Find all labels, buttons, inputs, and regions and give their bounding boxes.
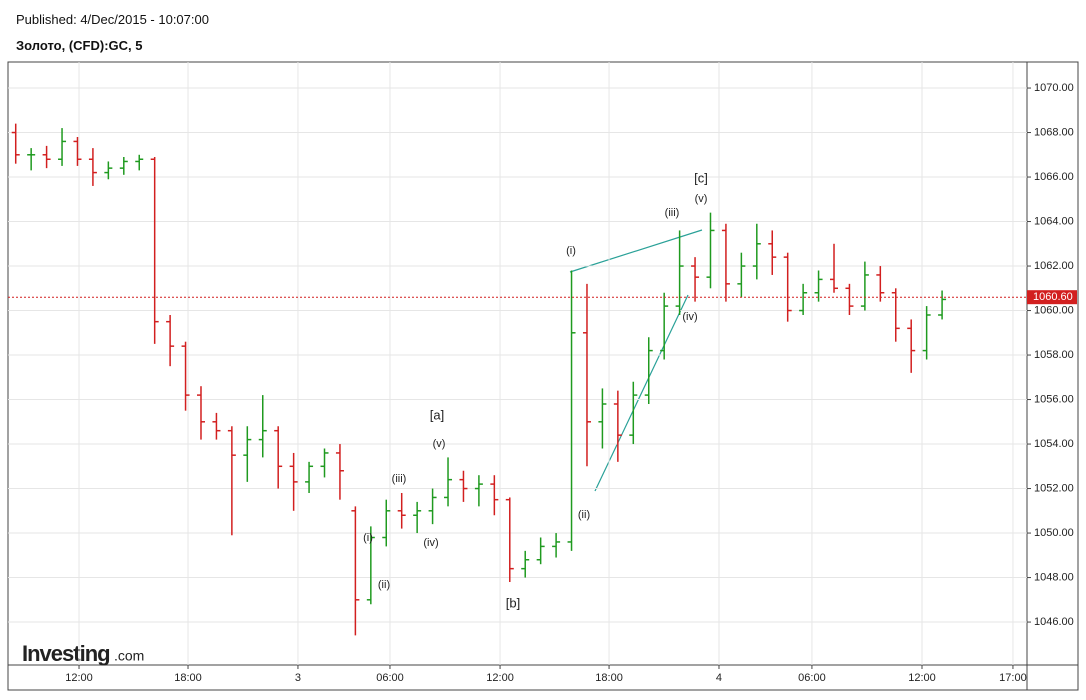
wave-label: [a]: [430, 407, 444, 422]
wave-label: (iv): [682, 311, 697, 323]
y-tick-label: 1064.00: [1034, 215, 1074, 227]
x-tick-label: 12:00: [908, 672, 936, 684]
y-tick-label: 1068.00: [1034, 126, 1074, 138]
last-price-label: 1060.60: [1033, 291, 1073, 303]
wave-label: [c]: [694, 170, 708, 185]
y-tick-label: 1050.00: [1034, 527, 1074, 539]
x-tick-label: 18:00: [595, 672, 623, 684]
y-tick-label: 1054.00: [1034, 438, 1074, 450]
published: Published: 4/Dec/2015 - 10:07:00: [16, 12, 209, 27]
wave-label: (ii): [578, 509, 590, 521]
x-tick-label: 06:00: [798, 672, 826, 684]
x-tick-label: 06:00: [376, 672, 404, 684]
wave-label: (iii): [665, 207, 680, 219]
trend-line: [594, 294, 689, 492]
y-tick-label: 1052.00: [1034, 482, 1074, 494]
x-tick-label: 18:00: [174, 672, 202, 684]
logo-domain: .com: [114, 648, 144, 664]
wave-label: (i): [363, 532, 373, 544]
y-tick-label: 1056.00: [1034, 393, 1074, 405]
x-tick-label: 12:00: [65, 672, 93, 684]
y-tick-label: 1066.00: [1034, 171, 1074, 183]
frame: [7, 61, 1079, 691]
wave-label: [b]: [506, 595, 520, 610]
x-tick-label: 3: [295, 672, 301, 684]
logo: Investing: [22, 641, 110, 666]
x-tick-label: 12:00: [486, 672, 514, 684]
y-tick-label: 1062.00: [1034, 260, 1074, 272]
last-price-box: [1027, 290, 1077, 305]
wave-label: (iii): [392, 473, 407, 485]
y-tick-label: 1046.00: [1034, 616, 1074, 628]
wave-label: (ii): [378, 579, 390, 591]
x-tick-label: 4: [716, 672, 722, 684]
symbol: Золото, (CFD):GC, 5: [16, 38, 143, 53]
y-tick-label: 1070.00: [1034, 82, 1074, 94]
x-tick-label: 17:00: [999, 672, 1027, 684]
y-tick-label: 1058.00: [1034, 349, 1074, 361]
wave-label: (i): [566, 245, 576, 257]
wave-label: (v): [433, 438, 446, 450]
y-tick-label: 1048.00: [1034, 571, 1074, 583]
wave-label: (iv): [423, 537, 438, 549]
wave-label: (v): [695, 193, 708, 205]
y-tick-label: 1060.00: [1034, 304, 1074, 316]
